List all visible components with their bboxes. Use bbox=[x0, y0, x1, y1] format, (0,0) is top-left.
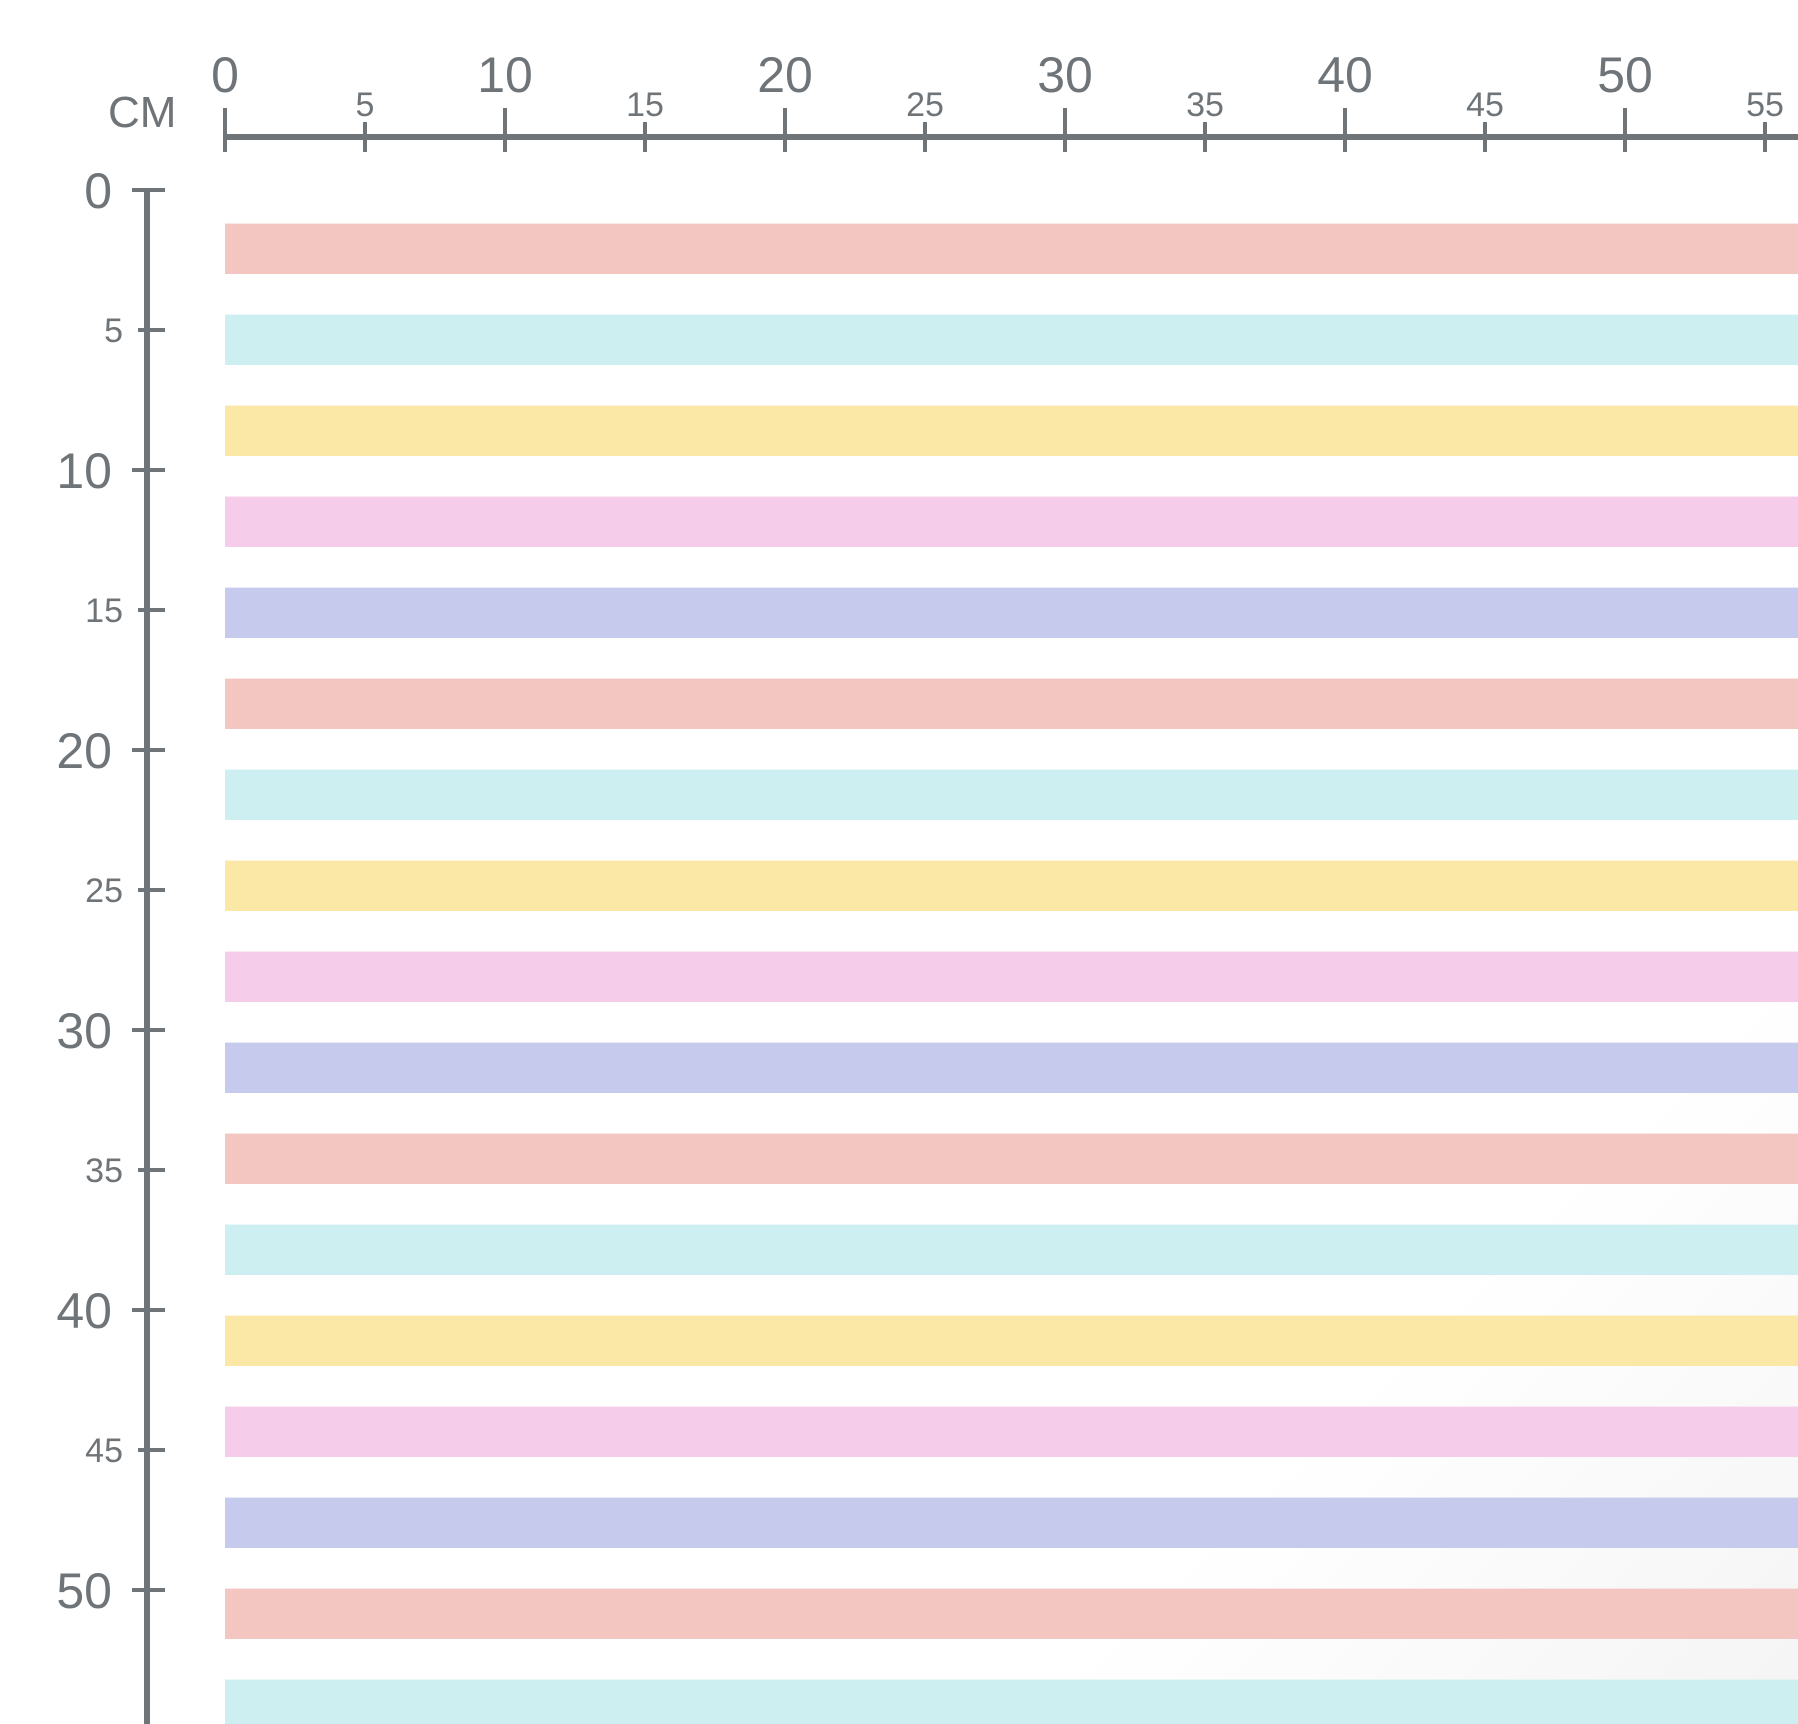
stripe bbox=[225, 951, 1798, 1002]
left-ruler: 0 10 20 30 40 50 5 15 25 35 45 bbox=[56, 163, 165, 1724]
left-ruler-label: 20 bbox=[56, 723, 112, 779]
top-ruler-label: 35 bbox=[1186, 86, 1224, 124]
top-ruler-label: 10 bbox=[477, 47, 533, 103]
left-ruler-label: 25 bbox=[85, 872, 123, 910]
top-ruler-label: 5 bbox=[356, 86, 375, 124]
left-ruler-label: 35 bbox=[85, 1152, 123, 1190]
stripe bbox=[225, 314, 1798, 365]
stripe-pattern bbox=[225, 223, 1798, 1724]
stripe bbox=[225, 496, 1798, 547]
stripe bbox=[225, 860, 1798, 911]
left-ruler-label: 0 bbox=[84, 163, 112, 219]
top-ruler-label: 20 bbox=[757, 47, 813, 103]
stripe bbox=[225, 1042, 1798, 1093]
top-ruler-label: 40 bbox=[1317, 47, 1373, 103]
left-ruler-label: 15 bbox=[85, 592, 123, 630]
stripe bbox=[225, 1497, 1798, 1548]
stripe bbox=[225, 1679, 1798, 1724]
top-ruler-label: 50 bbox=[1597, 47, 1653, 103]
top-ruler-label: 15 bbox=[626, 86, 664, 124]
top-ruler-label: 25 bbox=[906, 86, 944, 124]
stripe bbox=[225, 1224, 1798, 1275]
left-ruler-label: 40 bbox=[56, 1283, 112, 1339]
top-ruler-label: 30 bbox=[1037, 47, 1093, 103]
top-ruler: 0 10 20 30 40 50 5 15 25 35 45 55 bbox=[211, 47, 1798, 152]
top-ruler-label: 45 bbox=[1466, 86, 1504, 124]
stripe bbox=[225, 1406, 1798, 1457]
unit-label: CM bbox=[108, 88, 176, 137]
stripe bbox=[225, 223, 1798, 274]
left-ruler-label: 30 bbox=[56, 1003, 112, 1059]
stripe bbox=[225, 405, 1798, 456]
left-ruler-label: 50 bbox=[56, 1563, 112, 1619]
stripe bbox=[225, 769, 1798, 820]
stripe bbox=[225, 587, 1798, 638]
stripe bbox=[225, 678, 1798, 729]
stripe bbox=[225, 1588, 1798, 1639]
top-ruler-label: 0 bbox=[211, 47, 239, 103]
stripe bbox=[225, 1315, 1798, 1366]
left-ruler-label: 5 bbox=[104, 312, 123, 350]
left-ruler-label: 45 bbox=[85, 1432, 123, 1470]
left-ruler-label: 10 bbox=[56, 443, 112, 499]
top-ruler-label: 55 bbox=[1746, 86, 1784, 124]
stripe bbox=[225, 1133, 1798, 1184]
